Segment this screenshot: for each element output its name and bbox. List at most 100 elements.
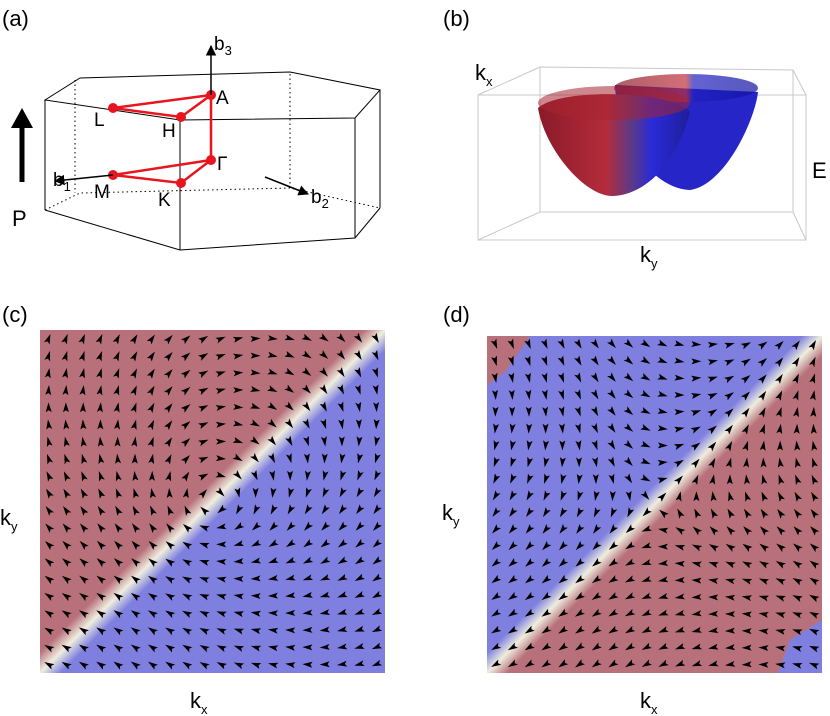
spin-arrow — [130, 627, 141, 636]
spin-arrow — [319, 609, 331, 616]
spin-arrow — [526, 440, 533, 451]
spin-arrow — [541, 591, 552, 601]
spin-arrow — [775, 629, 786, 635]
spin-arrow — [590, 372, 599, 383]
spin-arrow — [674, 340, 685, 347]
spin-arrow — [575, 457, 582, 468]
spin-arrow — [775, 390, 783, 401]
spin-arrow — [691, 544, 703, 552]
spin-arrow — [674, 391, 685, 398]
spin-arrow — [657, 407, 668, 414]
spin-arrow — [216, 541, 227, 548]
spin-arrow — [526, 507, 535, 518]
spin-arrow — [558, 406, 565, 417]
spin-arrow — [236, 504, 244, 515]
spin-arrow — [491, 372, 498, 384]
spin-arrow — [96, 610, 107, 619]
spin-arrow — [640, 390, 651, 398]
spin-arrow — [691, 358, 702, 365]
spin-arrow — [253, 504, 261, 515]
b1-label: b1 — [53, 170, 71, 194]
spin-arrow — [809, 543, 820, 553]
spin-arrow — [792, 577, 803, 586]
spin-arrow — [371, 608, 383, 616]
spin-arrow — [373, 504, 382, 515]
spin-arrow — [775, 612, 786, 619]
spin-arrow — [674, 374, 685, 381]
spin-arrow — [268, 557, 279, 564]
spin-arrow — [270, 487, 277, 498]
spin-arrow — [724, 392, 734, 401]
spin-arrow — [63, 488, 71, 499]
spin-arrow — [129, 351, 138, 362]
spin-arrow — [115, 453, 122, 464]
spin-arrow — [542, 423, 549, 434]
spin-arrows — [43, 332, 383, 670]
spin-arrow — [491, 591, 502, 600]
spin-arrow — [61, 610, 72, 619]
spin-arrow — [285, 627, 296, 634]
spin-arrow — [526, 423, 533, 434]
spin-arrow — [558, 625, 569, 634]
spin-arrow — [574, 423, 581, 434]
spin-arrow — [322, 487, 330, 498]
spin-arrow — [198, 370, 209, 378]
spin-arrow — [62, 367, 68, 379]
spin-arrow — [182, 487, 189, 499]
spin-arrow — [267, 610, 279, 617]
spin-arrow — [708, 457, 716, 469]
axis-label: E — [812, 158, 827, 183]
spin-arrow — [575, 540, 585, 551]
spin-arrow — [97, 523, 106, 533]
spin-arrow — [114, 540, 124, 551]
spin-arrow — [148, 470, 155, 481]
spin-arrow — [657, 492, 667, 502]
spin-arrow — [45, 506, 54, 516]
spin-arrow — [541, 389, 548, 400]
spin-arrow — [45, 402, 52, 413]
texture-map — [40, 330, 385, 673]
spin-arrow — [215, 336, 226, 344]
spin-arrow — [792, 373, 799, 384]
spin-arrow — [305, 487, 312, 498]
spin-arrow — [354, 573, 365, 582]
spin-arrow — [147, 436, 154, 448]
spin-arrow — [741, 578, 753, 585]
spin-arrow — [657, 559, 669, 566]
panel-a: (a) L H A M K Γ b3 b1 b2 P — [2, 6, 381, 251]
spin-arrow — [232, 353, 244, 360]
spin-arrow — [180, 335, 191, 345]
spin-arrow — [62, 558, 72, 568]
spin-arrow — [560, 490, 568, 501]
spin-arrow — [525, 557, 535, 567]
spin-arrow — [250, 470, 258, 481]
spin-arrow — [96, 368, 102, 379]
spin-arrow — [509, 507, 518, 517]
red-bowl — [538, 94, 690, 196]
spin-arrow — [198, 353, 209, 361]
spin-arrow — [791, 340, 800, 351]
spin-arrow — [759, 561, 770, 569]
spin-arrow — [591, 608, 602, 617]
spin-arrow — [80, 419, 87, 430]
spin-arrow — [558, 557, 569, 567]
spin-arrow — [792, 390, 799, 401]
spin-arrow — [44, 661, 55, 670]
spin-arrow — [182, 627, 193, 636]
spin-arrow — [354, 556, 365, 565]
spin-arrow — [492, 524, 501, 534]
spin-arrow — [233, 662, 245, 670]
spin-arrow — [320, 418, 327, 430]
spin-arrow — [250, 610, 261, 617]
spin-arrow — [793, 423, 800, 434]
spin-arrow — [673, 443, 685, 450]
spin-arrow — [216, 628, 227, 635]
spin-arrow — [558, 642, 569, 651]
spin-arrow — [658, 642, 669, 650]
spin-arrow — [46, 488, 54, 499]
spin-arrow — [758, 611, 769, 618]
spin-arrow — [302, 401, 311, 412]
spin-arrow — [558, 608, 569, 617]
spin-arrow — [96, 558, 107, 568]
spin-arrow — [322, 470, 329, 481]
